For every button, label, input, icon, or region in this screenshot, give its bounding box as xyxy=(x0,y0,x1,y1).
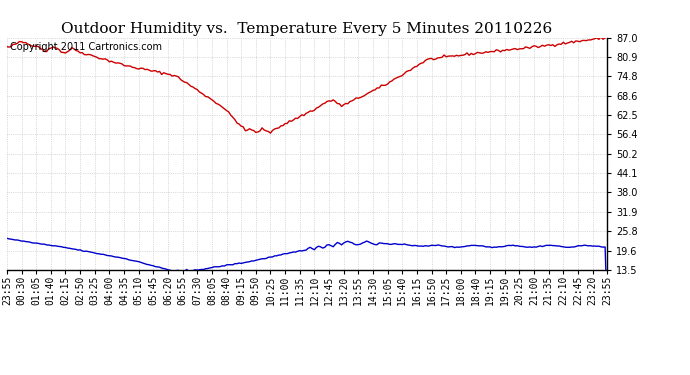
Title: Outdoor Humidity vs.  Temperature Every 5 Minutes 20110226: Outdoor Humidity vs. Temperature Every 5… xyxy=(61,22,553,36)
Text: Copyright 2011 Cartronics.com: Copyright 2011 Cartronics.com xyxy=(10,42,162,52)
